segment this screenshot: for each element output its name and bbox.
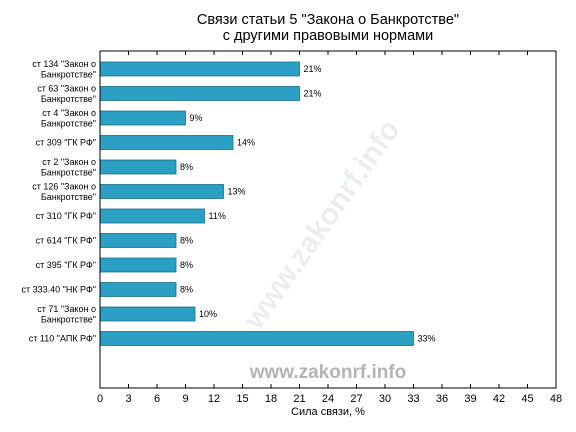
chart-title: Связи статьи 5 "Закона о Банкротстве" с … bbox=[197, 12, 459, 44]
x-axis-title: Сила связи, % bbox=[291, 406, 365, 418]
x-tick-label: 21 bbox=[293, 393, 305, 405]
bar bbox=[99, 257, 177, 273]
bar bbox=[99, 110, 186, 126]
bar bbox=[99, 159, 177, 175]
x-tick-label: 0 bbox=[97, 393, 103, 405]
site-watermark: www.zakonrf.info bbox=[249, 362, 407, 383]
x-tick-label: 24 bbox=[322, 393, 334, 405]
category-label: Банкротстве" bbox=[41, 118, 96, 128]
category-label: ст 309 "ГК РФ" bbox=[36, 138, 96, 148]
value-label: 21% bbox=[304, 89, 322, 99]
x-tick-label: 42 bbox=[493, 393, 505, 405]
bar bbox=[99, 61, 300, 77]
value-label: 8% bbox=[180, 285, 193, 295]
x-axis-ticks: 0 3 6 9 12 15 18 21 24 27 30 33 36 39 42 45 48 bbox=[97, 51, 562, 405]
x-tick-label: 3 bbox=[125, 393, 131, 405]
value-label: 8% bbox=[180, 260, 193, 270]
x-tick-label: 48 bbox=[550, 393, 562, 405]
category-label: ст 310 "ГК РФ" bbox=[36, 211, 96, 221]
x-tick-label: 36 bbox=[436, 393, 448, 405]
category-label: ст 126 "Закон о bbox=[32, 181, 96, 191]
value-label: 13% bbox=[228, 187, 246, 197]
x-tick-label: 45 bbox=[521, 393, 533, 405]
value-labels: 21% 21% 9% 14% 8% 13% 11% 8% 8% 8% 10% 33% bbox=[180, 64, 436, 344]
value-label: 9% bbox=[190, 113, 203, 123]
bar bbox=[99, 306, 196, 322]
x-tick-label: 39 bbox=[464, 393, 476, 405]
value-label: 14% bbox=[237, 138, 255, 148]
x-tick-label: 30 bbox=[379, 393, 391, 405]
bar bbox=[99, 86, 300, 101]
x-tick-label: 33 bbox=[407, 393, 419, 405]
category-label: ст 2 "Закон о bbox=[42, 157, 96, 167]
category-label: ст 110 "АПК РФ" bbox=[29, 334, 96, 344]
category-label: ст 134 "Закон о bbox=[32, 59, 96, 69]
category-label: ст 4 "Закон о bbox=[42, 108, 96, 118]
category-label: ст 71 "Закон о bbox=[37, 304, 96, 314]
chart-title-line-2: с другими правовыми нормами bbox=[223, 28, 433, 44]
bar bbox=[99, 208, 205, 224]
bar bbox=[99, 135, 234, 150]
value-label: 8% bbox=[180, 236, 193, 246]
value-label: 21% bbox=[304, 64, 322, 74]
category-label: Банкротстве" bbox=[41, 69, 96, 79]
x-tick-label: 18 bbox=[265, 393, 277, 405]
category-label: Банкротстве" bbox=[41, 94, 96, 104]
category-label: ст 63 "Закон о bbox=[37, 83, 96, 93]
x-tick-label: 12 bbox=[208, 393, 220, 405]
bar bbox=[99, 184, 224, 199]
x-tick-label: 15 bbox=[236, 393, 248, 405]
category-label: Банкротстве" bbox=[41, 167, 96, 177]
category-label: ст 614 "ГК РФ" bbox=[36, 236, 96, 246]
bar bbox=[99, 331, 414, 346]
value-label: 33% bbox=[418, 334, 436, 344]
x-tick-label: 27 bbox=[350, 393, 362, 405]
value-label: 10% bbox=[199, 309, 217, 319]
value-label: 11% bbox=[209, 211, 226, 221]
x-tick-label: 9 bbox=[182, 393, 188, 405]
bar bbox=[99, 233, 177, 248]
category-label: ст 333.40 "НК РФ" bbox=[21, 285, 96, 295]
chart-title-line-1: Связи статьи 5 "Закона о Банкротстве" bbox=[197, 12, 459, 28]
value-label: 8% bbox=[180, 162, 193, 172]
x-tick-label: 6 bbox=[154, 393, 160, 405]
bar bbox=[99, 282, 177, 297]
category-label: Банкротстве" bbox=[41, 314, 96, 324]
category-label: ст 395 "ГК РФ" bbox=[36, 260, 96, 270]
category-label: Банкротстве" bbox=[41, 192, 96, 202]
